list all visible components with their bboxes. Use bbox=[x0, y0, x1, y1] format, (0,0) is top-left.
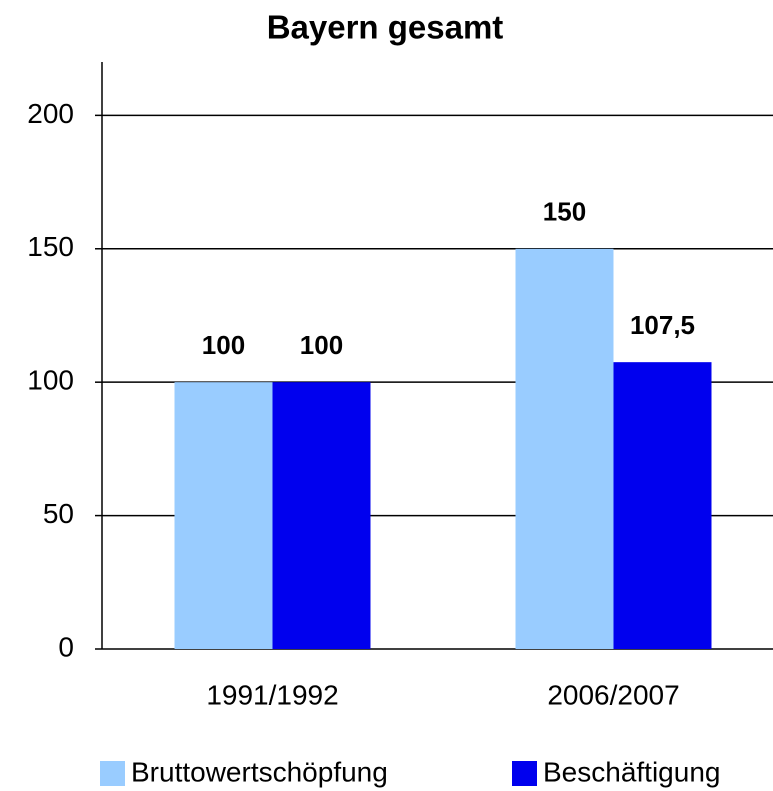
x-tick-label: 1991/1992 bbox=[206, 679, 338, 710]
legend-swatch bbox=[512, 761, 537, 786]
bar bbox=[613, 362, 712, 649]
bar bbox=[272, 382, 371, 649]
y-tick-label: 100 bbox=[27, 365, 74, 396]
y-tick-label: 150 bbox=[27, 231, 74, 262]
bar bbox=[515, 248, 614, 650]
legend-label: Bruttowertschöpfung bbox=[131, 756, 388, 787]
value-label: 107,5 bbox=[630, 310, 695, 340]
legend-label: Beschäftigung bbox=[543, 756, 720, 787]
value-label: 100 bbox=[202, 330, 245, 360]
legend-swatch bbox=[100, 761, 125, 786]
y-tick-label: 200 bbox=[27, 98, 74, 129]
value-label: 150 bbox=[543, 197, 586, 227]
value-label: 100 bbox=[300, 330, 343, 360]
bar bbox=[174, 382, 273, 649]
x-tick-label: 2006/2007 bbox=[547, 679, 679, 710]
y-tick-label: 50 bbox=[43, 498, 74, 529]
y-tick-label: 0 bbox=[58, 631, 74, 662]
chart-title: Bayern gesamt bbox=[267, 9, 504, 46]
